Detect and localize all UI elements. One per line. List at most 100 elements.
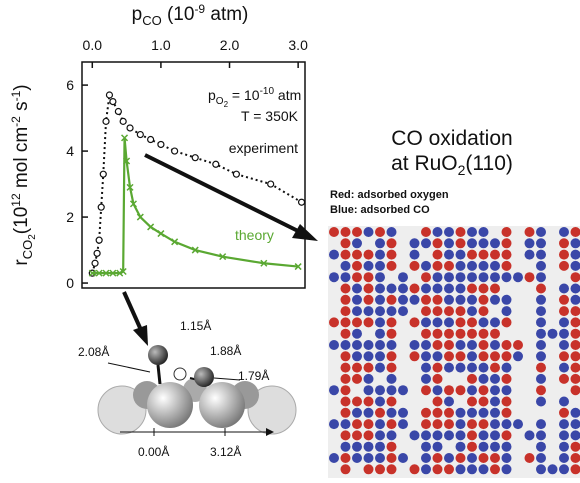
lattice-site <box>559 329 569 339</box>
lattice-site <box>341 464 351 474</box>
lattice-site <box>364 363 374 373</box>
lattice-site <box>387 340 397 350</box>
lattice-site <box>536 442 546 452</box>
lattice-site <box>502 317 512 327</box>
lattice-site <box>559 340 569 350</box>
lattice-site <box>329 453 339 463</box>
lattice-site <box>479 284 489 294</box>
lattice-site <box>421 442 431 452</box>
lattice-site <box>467 295 477 305</box>
lattice-site <box>444 453 454 463</box>
lattice-site <box>410 340 420 350</box>
lattice-site <box>444 464 454 474</box>
lattice-site <box>433 272 443 282</box>
series-label: theory <box>235 227 274 243</box>
lattice-site <box>364 385 374 395</box>
lattice-site <box>433 329 443 339</box>
lattice-site <box>467 419 477 429</box>
lattice-site <box>502 464 512 474</box>
lattice-site <box>387 419 397 429</box>
lattice-site <box>375 464 385 474</box>
lattice-site <box>559 408 569 418</box>
lattice-site <box>364 340 374 350</box>
lattice-site <box>433 385 443 395</box>
lattice-site <box>479 238 489 248</box>
lattice-site <box>433 317 443 327</box>
lattice-site <box>548 329 558 339</box>
lattice-site <box>467 397 477 407</box>
y-tick-label: 0 <box>66 275 74 291</box>
bond-label: 1.79Å <box>238 368 269 383</box>
lattice-site <box>410 250 420 260</box>
lattice-site <box>421 284 431 294</box>
lattice-site <box>502 261 512 271</box>
lattice-site <box>364 295 374 305</box>
lattice-site <box>433 284 443 294</box>
lattice-site <box>352 317 362 327</box>
lattice-site <box>352 227 362 237</box>
lattice-site <box>410 238 420 248</box>
lattice-site <box>387 374 397 384</box>
lattice-site <box>559 261 569 271</box>
lattice-site <box>341 442 351 452</box>
lattice-site <box>536 261 546 271</box>
lattice-site <box>421 374 431 384</box>
lattice-site <box>375 363 385 373</box>
lattice-site <box>467 430 477 440</box>
lattice-site <box>479 295 489 305</box>
lattice-site <box>364 374 374 384</box>
lattice-site <box>341 340 351 350</box>
lattice-site <box>467 261 477 271</box>
lattice-site <box>536 385 546 395</box>
lattice-site <box>444 419 454 429</box>
lattice-site <box>536 340 546 350</box>
lattice-site <box>329 250 339 260</box>
lattice-site <box>387 453 397 463</box>
experiment-point <box>299 199 305 205</box>
lattice-site <box>490 295 500 305</box>
lattice-site <box>421 385 431 395</box>
lattice-site <box>456 408 466 418</box>
lattice-site <box>502 374 512 384</box>
lattice-site <box>490 238 500 248</box>
lattice-site <box>456 351 466 361</box>
y-tick-label: 6 <box>66 77 74 93</box>
lattice-site <box>364 284 374 294</box>
experiment-point <box>233 171 239 177</box>
lattice-site <box>513 340 523 350</box>
pressure-annotation: pO2 = 10-10 atm <box>208 86 301 109</box>
lattice-site <box>421 363 431 373</box>
lattice-site <box>387 306 397 316</box>
lattice-site <box>490 250 500 260</box>
lattice-site <box>456 419 466 429</box>
lattice-site <box>559 442 569 452</box>
position-label: 0.00Å <box>138 444 169 459</box>
lattice-site <box>559 464 569 474</box>
experiment-point <box>100 171 106 177</box>
lattice-site <box>444 397 454 407</box>
lattice-site <box>352 272 362 282</box>
lattice-site <box>479 317 489 327</box>
lattice-site <box>329 317 339 327</box>
lattice-site <box>433 408 443 418</box>
lattice-site <box>490 351 500 361</box>
lattice-site <box>375 351 385 361</box>
lattice-site <box>352 284 362 294</box>
lattice-site <box>479 397 489 407</box>
lattice-site <box>364 227 374 237</box>
lattice-site <box>536 317 546 327</box>
lattice-site <box>433 261 443 271</box>
lattice-site <box>387 227 397 237</box>
lattice-site <box>502 351 512 361</box>
lattice-site <box>536 419 546 429</box>
lattice-site <box>479 385 489 395</box>
lattice-site <box>479 227 489 237</box>
lattice-site <box>479 453 489 463</box>
lattice-site <box>352 351 362 361</box>
lattice-site <box>502 272 512 282</box>
lattice-site <box>444 430 454 440</box>
legend-blue: Blue: adsorbed CO <box>330 204 430 216</box>
lattice-site <box>341 351 351 361</box>
lattice-site <box>398 408 408 418</box>
lattice-site <box>410 284 420 294</box>
